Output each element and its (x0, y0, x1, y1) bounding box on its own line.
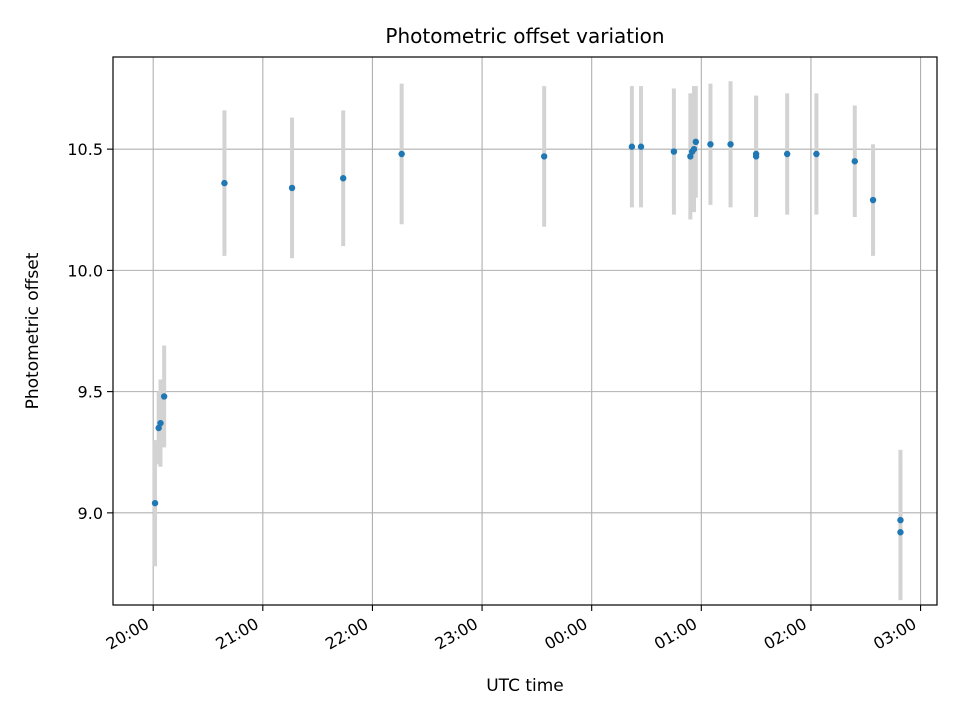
grid (113, 57, 937, 605)
y-tick-label: 9.5 (78, 383, 103, 402)
data-point (151, 499, 159, 507)
y-axis-title: Photometric offset (23, 252, 43, 409)
chart-title: Photometric offset variation (385, 24, 664, 48)
data-point (637, 143, 645, 150)
data-points (151, 138, 904, 536)
data-point (157, 419, 164, 427)
data-point (752, 153, 760, 160)
data-point (897, 529, 904, 536)
data-point (783, 150, 791, 158)
data-point (727, 141, 734, 148)
data-point (540, 153, 548, 160)
x-axis-title: UTC time (486, 676, 564, 696)
data-point (160, 393, 168, 400)
data-point (288, 184, 296, 192)
y-tick-label: 10.0 (67, 261, 103, 280)
data-point (707, 141, 714, 148)
data-point (897, 516, 904, 524)
y-tick-label: 9.0 (78, 504, 103, 523)
data-point (813, 150, 820, 158)
data-point (687, 153, 694, 160)
data-point (398, 150, 405, 158)
data-point (670, 148, 678, 155)
data-point (221, 179, 228, 187)
data-point (869, 196, 877, 204)
data-point (692, 138, 700, 146)
y-tick-label: 10.5 (67, 140, 103, 159)
data-point (851, 158, 858, 165)
data-point (155, 424, 162, 432)
plot-frame (112, 56, 938, 606)
y-axis-ticks: 9.0 9.5 10.0 10.5 (67, 140, 113, 523)
data-point (628, 143, 636, 150)
data-point (690, 145, 698, 153)
data-point (340, 175, 347, 182)
